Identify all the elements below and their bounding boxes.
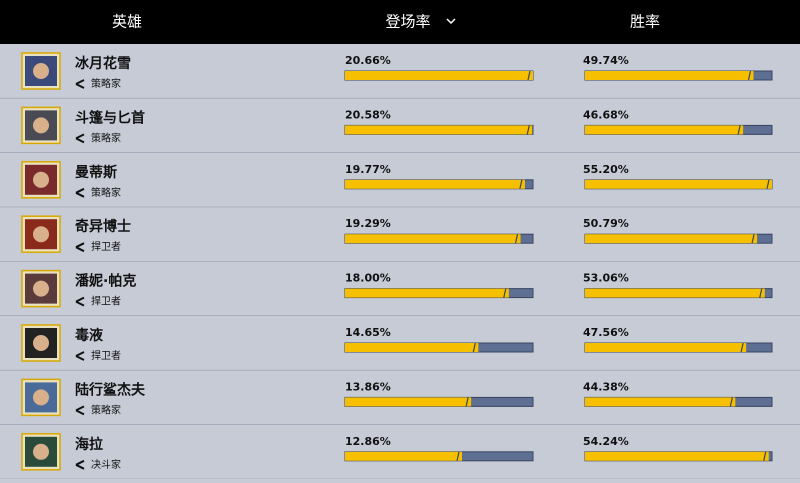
role-icon — [75, 242, 85, 253]
bar-fill — [585, 179, 772, 189]
hero-name: 潘妮·帕克 — [75, 273, 136, 290]
pick-rate-label: 12.86% — [345, 435, 391, 448]
pick-rate-label: 19.77% — [345, 163, 391, 176]
pick-rate-label: 18.00% — [345, 272, 391, 285]
win-rate-label: 55.20% — [583, 163, 629, 176]
hero-role: 决斗家 — [91, 458, 121, 471]
bar-stripe — [747, 70, 752, 81]
hero-role: 策略家 — [91, 186, 121, 199]
role-icon — [75, 133, 85, 144]
role-icon — [75, 405, 85, 416]
bar-fill — [345, 343, 479, 352]
hero-role: 策略家 — [91, 403, 121, 416]
bar-fill — [585, 71, 754, 80]
hero-name: 斗篷与匕首 — [75, 109, 145, 126]
hero-role: 捍卫者 — [91, 295, 121, 308]
pick-rate-label: 20.58% — [345, 108, 391, 121]
bar-stripe — [751, 234, 755, 244]
role-icon — [75, 187, 85, 198]
win-rate-label: 44.38% — [583, 380, 629, 393]
bar-fill — [585, 288, 765, 298]
bar-fill — [345, 397, 472, 407]
win-rate-label: 50.79% — [583, 217, 629, 230]
hero-name: 毒液 — [75, 327, 104, 344]
bar-stripe — [514, 234, 519, 244]
hero-name: 冰月花雪 — [75, 55, 131, 72]
bar-stripe — [526, 125, 530, 135]
bar-fill — [345, 288, 509, 298]
bar-stripe — [740, 342, 744, 353]
header-bar — [0, 0, 800, 44]
avatar-face — [33, 335, 49, 351]
bar-fill — [345, 71, 533, 80]
hero-name: 陆行鲨杰夫 — [75, 381, 146, 398]
win-rate-label: 49.74% — [583, 54, 629, 67]
bar-fill — [585, 234, 758, 244]
bar-stripe — [766, 179, 770, 189]
avatar-face — [33, 389, 49, 406]
bar-fill — [585, 125, 744, 135]
bar-fill — [585, 343, 747, 352]
bar-stripe — [737, 125, 741, 135]
bar-fill — [345, 451, 463, 461]
avatar-face — [33, 226, 49, 243]
bar-stripe — [729, 397, 733, 407]
bar-fill — [585, 397, 736, 407]
hero-role: 策略家 — [91, 77, 121, 90]
bar-fill — [345, 179, 525, 189]
hero-name: 曼蒂斯 — [75, 164, 117, 181]
win-rate-label: 46.68% — [583, 108, 629, 121]
avatar-face — [33, 171, 49, 188]
avatar-face — [33, 280, 49, 297]
role-icon — [75, 79, 85, 89]
bar-stripe — [503, 288, 507, 298]
avatar-face — [33, 117, 49, 134]
hero-name: 奇异博士 — [75, 218, 131, 235]
hero-role: 策略家 — [91, 131, 121, 144]
bar-fill — [345, 234, 521, 244]
role-icon — [75, 351, 85, 361]
sort-icon[interactable] — [446, 18, 456, 25]
bar-stripe — [527, 70, 531, 81]
bar-fill — [345, 125, 533, 135]
hero-role: 捍卫者 — [91, 240, 121, 253]
pick-rate-label: 14.65% — [345, 326, 391, 339]
win-rate-label: 54.24% — [583, 435, 629, 448]
bar-stripe — [465, 397, 469, 407]
avatar-face — [33, 443, 49, 460]
hero-role: 捍卫者 — [91, 349, 121, 362]
header-hero: 英雄 — [112, 13, 142, 31]
bar-stripe — [519, 179, 523, 189]
header-pick-rate[interactable]: 登场率 — [385, 13, 430, 31]
bar-stripe — [763, 451, 767, 461]
pick-rate-label: 13.86% — [345, 380, 391, 393]
win-rate-label: 47.56% — [583, 326, 629, 339]
bar-stripe — [456, 451, 460, 461]
role-icon — [75, 296, 85, 307]
role-icon — [75, 459, 85, 470]
pick-rate-label: 20.66% — [345, 54, 391, 67]
pick-rate-label: 19.29% — [345, 217, 391, 230]
bar-fill — [585, 451, 769, 461]
header-win-rate[interactable]: 胜率 — [630, 13, 660, 31]
hero-name: 海拉 — [75, 436, 103, 453]
win-rate-label: 53.06% — [583, 272, 629, 285]
avatar-face — [33, 63, 49, 79]
bar-stripe — [759, 288, 763, 298]
bar-stripe — [472, 342, 476, 353]
